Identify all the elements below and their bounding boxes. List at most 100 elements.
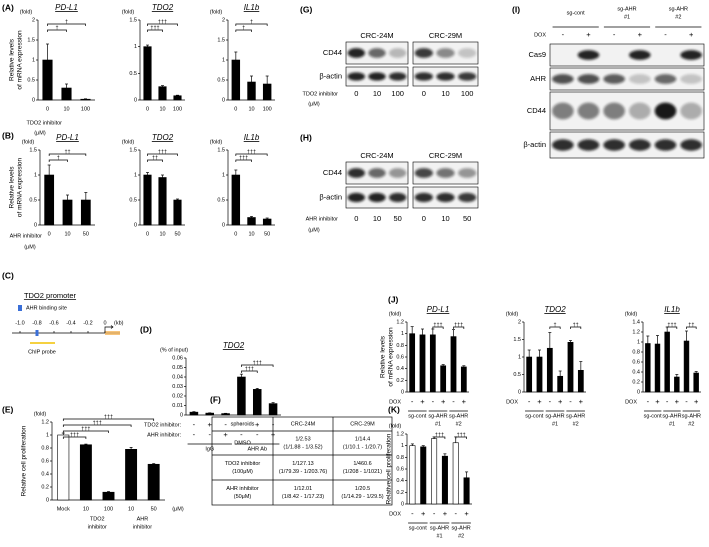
y-tick-label: 0.4 (41, 471, 49, 477)
blot-band (552, 139, 574, 151)
significance-label: ††† (253, 361, 262, 367)
group-label: AHR Ab (247, 446, 267, 452)
blot-row-label: β-actin (319, 71, 342, 80)
significance-label: ††† (150, 26, 159, 32)
table-cell: (1/1.88 - 1/3.52) (283, 444, 322, 450)
y-tick-label: 0 (637, 389, 640, 395)
blot-band (458, 168, 477, 178)
blot-band (368, 168, 386, 178)
y-tick-label: 1.5 (513, 337, 521, 343)
blot-band (368, 192, 386, 203)
lane-label: 50 (393, 214, 401, 223)
row-mark: + (208, 420, 213, 429)
row-mark: - (666, 397, 669, 406)
row-mark: + (421, 509, 426, 518)
y-tick-label: 0.4 (632, 369, 640, 375)
y-tick-label: 0.6 (396, 466, 404, 472)
significance-label: ††† (247, 150, 256, 156)
row-mark: - (452, 397, 455, 406)
bar (536, 356, 543, 393)
bar (441, 455, 448, 505)
bar (125, 448, 138, 501)
group-label: sg-AHR (662, 413, 681, 419)
blot-band (552, 102, 574, 120)
lane-label: 10 (441, 214, 449, 223)
x-tick-label: 50 (151, 506, 157, 512)
blot-band (680, 102, 702, 120)
group-label: #1 (552, 421, 558, 427)
y-tick-label: 0.5 (29, 197, 37, 203)
bar (557, 375, 564, 393)
panel-label: (B) (2, 130, 14, 140)
tss-arrow (104, 325, 114, 333)
cell-line-label: CRC-24M (360, 151, 393, 160)
row-mark: + (441, 397, 446, 406)
y-unit: (fold) (122, 9, 135, 15)
blot-band (388, 48, 407, 58)
x-tick-label: 0 (234, 231, 237, 237)
group-label: inhibitor (88, 524, 107, 530)
bar (42, 59, 53, 101)
significance-bracket (432, 326, 444, 329)
blot-band (436, 192, 455, 203)
blot-row-label: CD44 (323, 48, 342, 57)
bar (247, 217, 256, 226)
y-unit: (fold) (210, 139, 223, 145)
x-tick-label: 100 (173, 106, 182, 112)
y-tick-label: 0.8 (396, 455, 404, 461)
row-mark: - (224, 420, 227, 429)
significance-bracket (62, 418, 155, 421)
bar (102, 491, 115, 501)
y-unit: (fold) (210, 9, 223, 15)
bar (61, 87, 72, 101)
row-label: DOX (389, 511, 401, 517)
table-cell: 1/2.53 (295, 436, 310, 442)
blot-band (629, 74, 651, 84)
dox-mark: - (664, 30, 667, 39)
group-label: inhibitor (133, 524, 152, 530)
y-tick-label: 1.2 (632, 329, 640, 335)
y-tick-label: 1.2 (396, 431, 404, 437)
significance-bracket (235, 153, 268, 156)
table-frame (211, 416, 393, 506)
bar (450, 336, 457, 393)
bar (57, 434, 70, 501)
y-unit: (% of input) (160, 347, 188, 353)
bar (577, 369, 584, 393)
bar (173, 95, 182, 101)
significance-bracket (235, 29, 252, 32)
panel-label: (J) (388, 294, 399, 304)
y-tick-label: 0.03 (172, 384, 183, 390)
y-tick-label: 2 (518, 319, 521, 325)
table-cell: (1/79.39 - 1/203.76) (279, 469, 327, 475)
y-tick-label: 1 (46, 432, 49, 438)
y-axis-label: Relative levels (9, 166, 16, 209)
row-mark: - (685, 397, 688, 406)
row-label: DOX (506, 399, 518, 405)
significance-bracket (48, 159, 68, 162)
lane-label: 0 (422, 214, 426, 223)
bar (221, 413, 230, 416)
bar (693, 372, 699, 393)
chart-title: TDO2 (152, 3, 174, 12)
significance-label: ††† (158, 150, 167, 156)
row-mark: - (240, 420, 243, 429)
diagram-tick-label: 0 (103, 320, 106, 326)
chart-title: TDO2 (152, 133, 174, 142)
y-tick-label: 0.5 (129, 71, 137, 77)
bar (268, 403, 278, 416)
group-label: sg-AHR (428, 413, 447, 419)
legend-label: AHR binding site (26, 305, 67, 311)
panel-label: (D) (140, 324, 152, 334)
bar (452, 442, 459, 505)
significance-label: † (65, 20, 68, 26)
significance-bracket (241, 370, 258, 373)
x-tick-label: 10 (159, 231, 165, 237)
row-mark: - (193, 420, 196, 429)
row-label: AHR inhibitor: (147, 432, 181, 438)
chart-title: IL1b (664, 305, 680, 314)
significance-label: † (242, 26, 245, 32)
table-cell: (1/8.42 - 1/17.23) (282, 494, 324, 500)
y-tick-label: 1 (34, 172, 37, 178)
bar (645, 343, 651, 393)
